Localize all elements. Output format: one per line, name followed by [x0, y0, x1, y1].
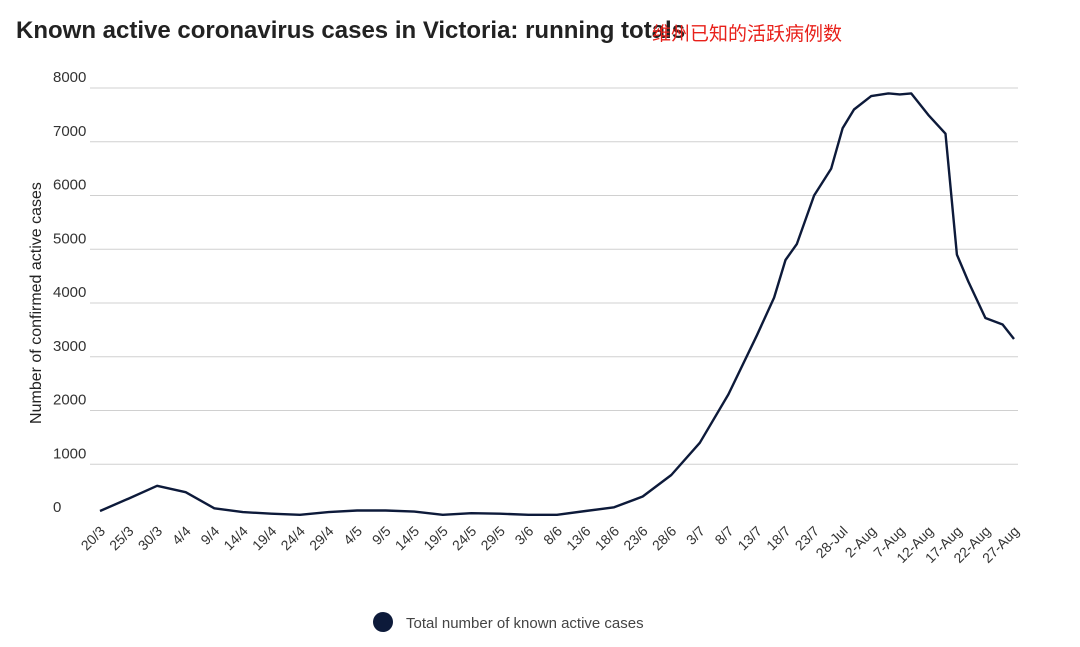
x-tick-label: 9/4: [197, 523, 222, 548]
x-tick-label: 23/6: [620, 523, 651, 554]
y-axis-ticks: 0 1000 2000 3000 4000 5000 6000 7000 8000: [53, 69, 86, 516]
y-tick-label: 6000: [53, 177, 86, 194]
x-tick-label: 8/6: [540, 523, 565, 548]
x-tick-label: 14/5: [392, 523, 423, 554]
x-tick-label: 24/5: [449, 523, 480, 554]
legend-label: Total number of known active cases: [406, 615, 644, 632]
legend-marker: [373, 612, 393, 632]
y-tick-label: 1000: [53, 445, 86, 462]
x-tick-label: 19/4: [249, 523, 280, 554]
x-tick-label: 18/7: [763, 523, 794, 554]
x-tick-label: 28/6: [649, 523, 680, 554]
x-tick-label: 9/5: [369, 523, 394, 548]
chart-title: Known active coronavirus cases in Victor…: [16, 17, 685, 44]
x-tick-label: 14/4: [220, 523, 251, 554]
y-tick-label: 0: [53, 499, 61, 516]
chart-subtitle: 维州已知的活跃病例数: [652, 23, 842, 45]
y-tick-label: 8000: [53, 69, 86, 86]
x-tick-label: 28-Jul: [812, 523, 850, 561]
x-tick-label: 13/7: [734, 523, 765, 554]
y-tick-label: 5000: [53, 230, 86, 247]
y-tick-label: 3000: [53, 338, 86, 355]
series-layer: [99, 92, 1015, 516]
y-axis-label: Number of confirmed active cases: [28, 182, 45, 424]
series-line: [99, 92, 1015, 516]
x-tick-label: 2-Aug: [842, 523, 880, 561]
x-tick-label: 30/3: [135, 523, 166, 554]
x-tick-label: 4/5: [340, 523, 365, 548]
x-tick-label: 19/5: [420, 523, 451, 554]
x-tick-label: 24/4: [277, 523, 308, 554]
x-tick-label: 13/6: [563, 523, 594, 554]
y-tick-label: 2000: [53, 392, 86, 409]
x-tick-label: 8/7: [711, 523, 736, 548]
x-tick-label: 25/3: [106, 523, 137, 554]
x-tick-label: 29/4: [306, 523, 337, 554]
y-tick-label: 7000: [53, 123, 86, 140]
legend: Total number of known active cases: [373, 612, 644, 632]
x-tick-label: 29/5: [477, 523, 508, 554]
x-tick-label: 3/7: [683, 523, 708, 548]
x-axis-ticks: 20/325/330/3 4/4 9/414/419/424/429/4 4/5 9/5…: [78, 523, 1023, 566]
x-tick-label: 4/4: [169, 523, 194, 548]
x-tick-label: 3/6: [511, 523, 536, 548]
x-tick-label: 18/6: [592, 523, 623, 554]
y-tick-label: 4000: [53, 284, 86, 301]
gridlines: [90, 87, 1018, 465]
x-tick-label: 20/3: [78, 523, 109, 554]
